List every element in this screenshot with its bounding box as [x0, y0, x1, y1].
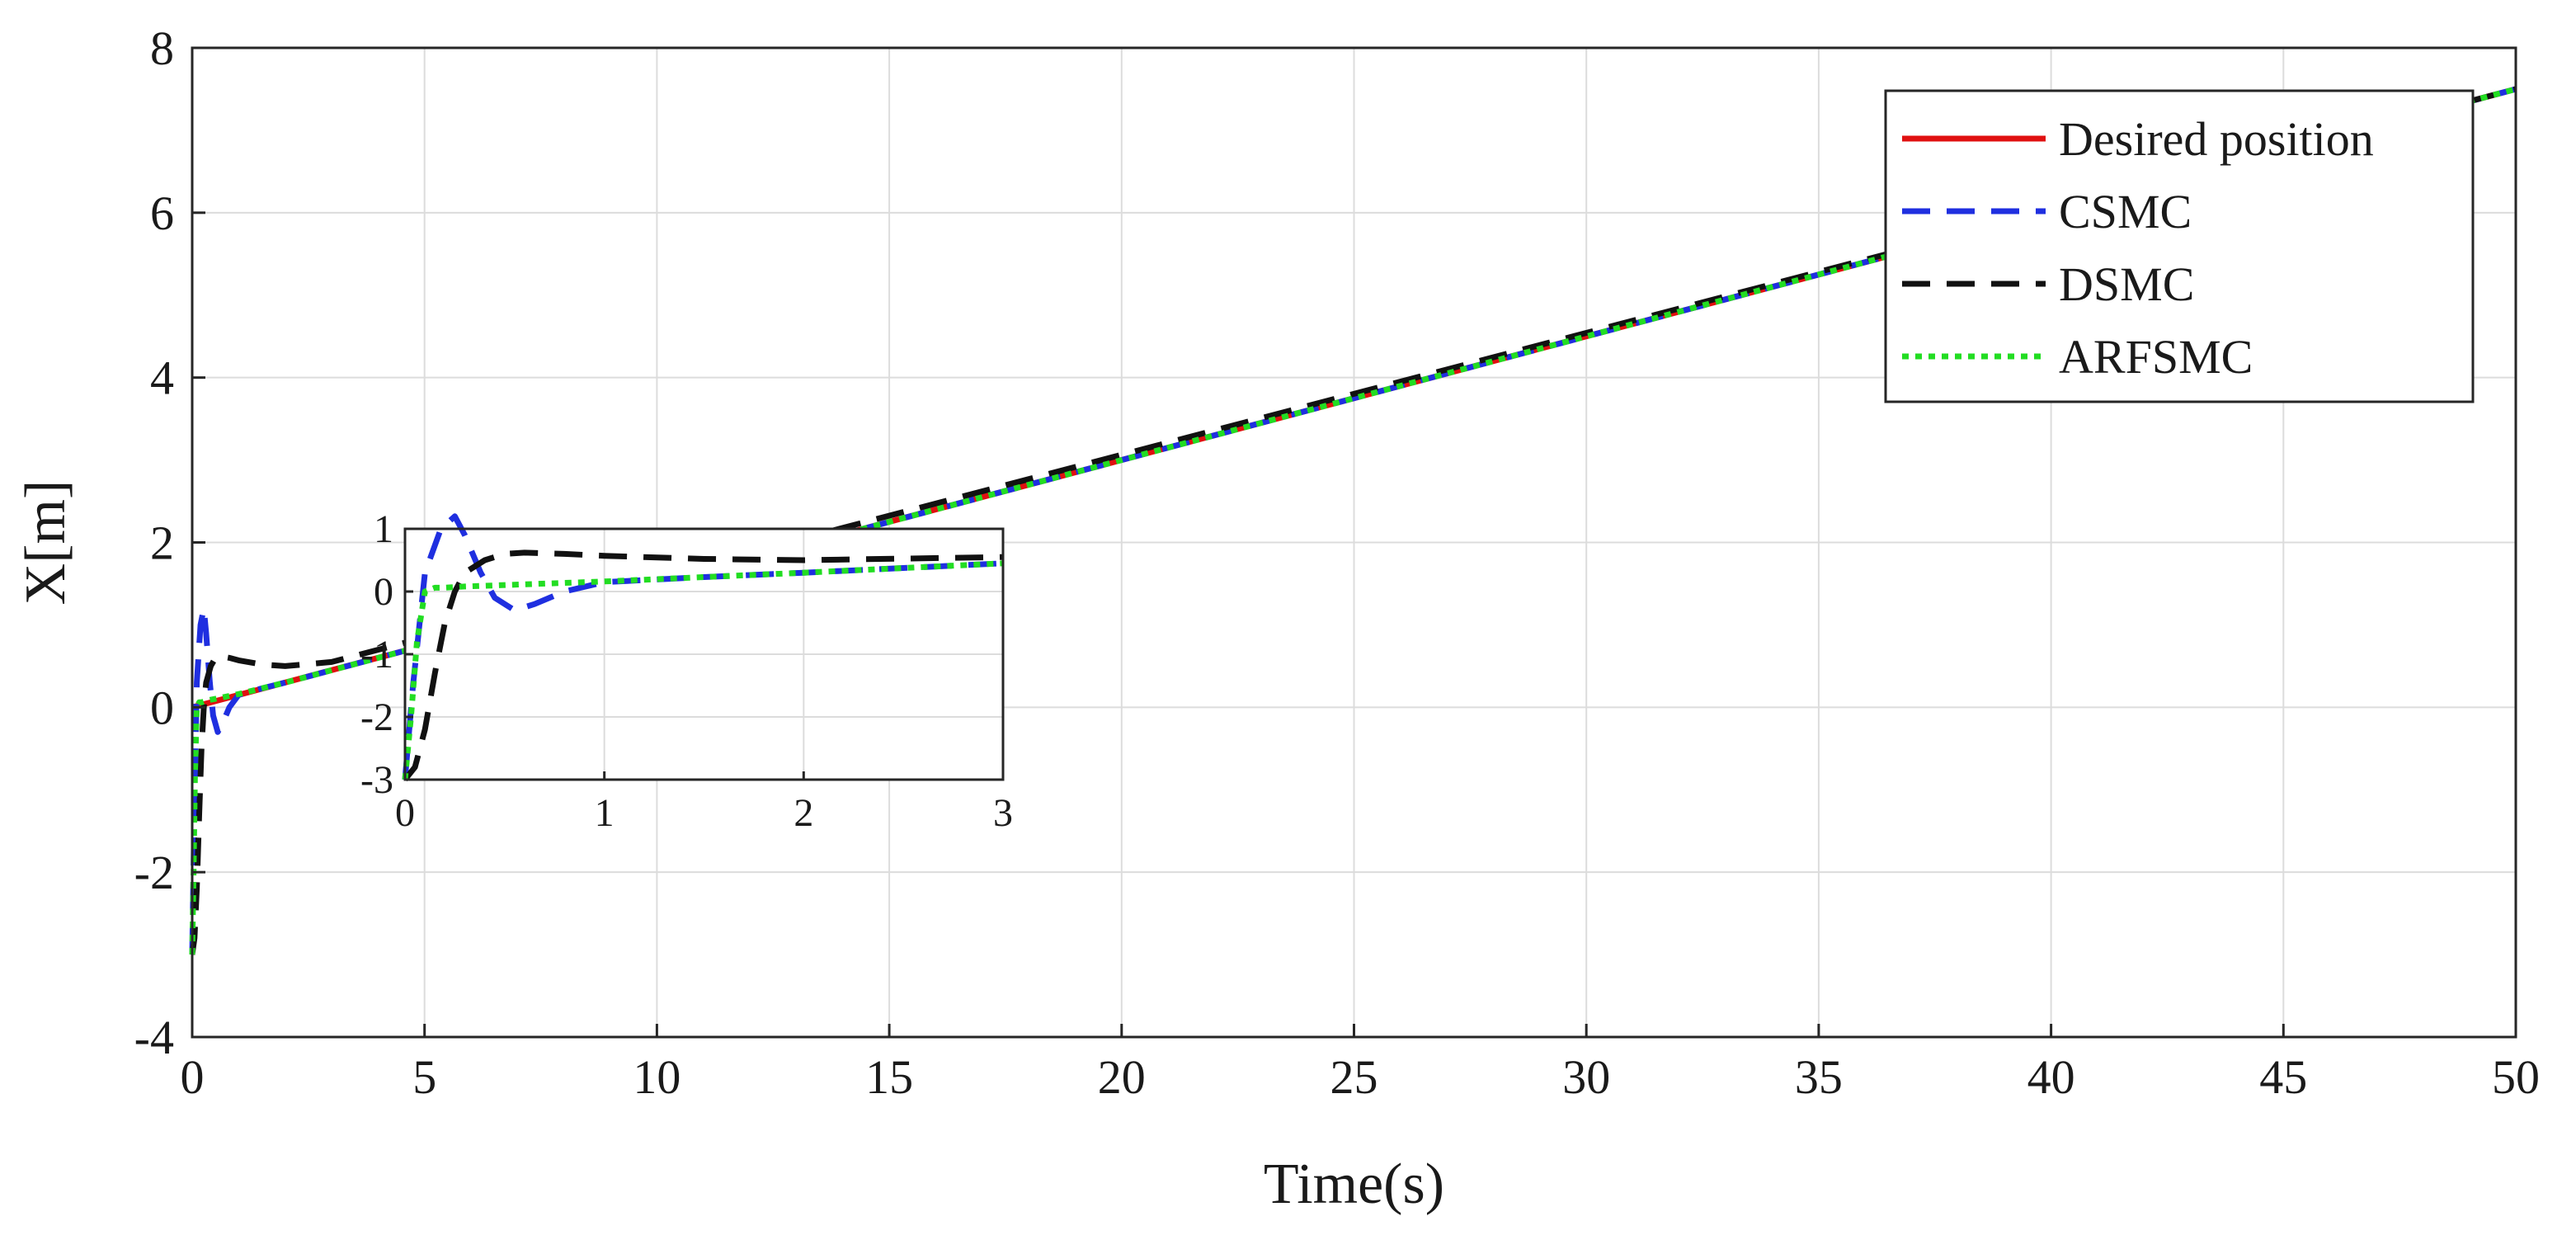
x-tick-label-45: 45	[2259, 1050, 2307, 1104]
series-line-dsmc	[189, 86, 2517, 955]
inset-y-tick-label-1: 1	[374, 507, 393, 551]
legend-label-csmc: CSMC	[2059, 185, 2192, 238]
inset-plot-series	[402, 513, 1004, 782]
y-tick-label-6: 6	[150, 186, 174, 240]
series-line-csmc	[189, 86, 2517, 955]
legend-box	[1884, 89, 2475, 403]
legend-label-desired-position: Desired position	[2059, 112, 2374, 166]
inset-x-tick-label-1: 1	[595, 791, 615, 835]
x-tick-label-50: 50	[2492, 1050, 2540, 1104]
inset-y-tick-label-0: 0	[374, 570, 393, 614]
inset-x-tick-label-3: 3	[993, 791, 1013, 835]
x-tick-label-30: 30	[1562, 1050, 1610, 1104]
inset-y-ticks: 1 0 -1 -2 -3	[360, 507, 413, 802]
x-tick-label-15: 15	[865, 1050, 913, 1104]
inset-y-tick-label-1: -1	[360, 633, 393, 676]
x-tick-label-25: 25	[1330, 1050, 1378, 1104]
legend-label-arfsmc: ARFSMC	[2059, 330, 2253, 384]
inset-x-tick-label-0: 0	[395, 791, 415, 835]
legend-label-dsmc: DSMC	[2059, 257, 2194, 311]
x-tick-label-5: 5	[412, 1050, 436, 1104]
main-y-ticks: -4 -2 0 2 4 6 8	[134, 21, 205, 1064]
inset-y-tick-label-3: -3	[360, 758, 393, 802]
x-tick-label-40: 40	[2027, 1050, 2075, 1104]
y-tick-label-0: 0	[150, 681, 174, 734]
x-tick-label-35: 35	[1795, 1050, 1843, 1104]
y-tick-label-4: 4	[150, 351, 174, 405]
x-tick-label-0: 0	[181, 1050, 205, 1104]
inset-x-ticks: 0 1 2 3	[395, 771, 1013, 835]
y-tick-label-2: -2	[134, 846, 174, 899]
y-tick-label-2: 2	[150, 516, 174, 570]
inset-x-tick-label-2: 2	[794, 791, 813, 835]
main-x-ticks: 0 5 10 15 20 25 30 35 40 45 50	[181, 1024, 2540, 1104]
x-axis-label: Time(s)	[1264, 1153, 1444, 1216]
legend: Desired position CSMC DSMC ARFSMC	[1884, 89, 2475, 403]
series-line-arfsmc	[189, 86, 2517, 955]
inset-series-line-dsmc	[403, 549, 1004, 782]
y-tick-label-4: -4	[134, 1011, 174, 1064]
inset-y-tick-label-2: -2	[360, 695, 393, 739]
inset-zoom: 0 1 2 3 1 0 -1 -2 -3	[360, 507, 1013, 835]
x-tick-label-20: 20	[1098, 1050, 1146, 1104]
x-tick-label-10: 10	[633, 1050, 680, 1104]
y-tick-label-8: 8	[150, 21, 174, 75]
y-axis-label: X[m]	[14, 480, 78, 606]
